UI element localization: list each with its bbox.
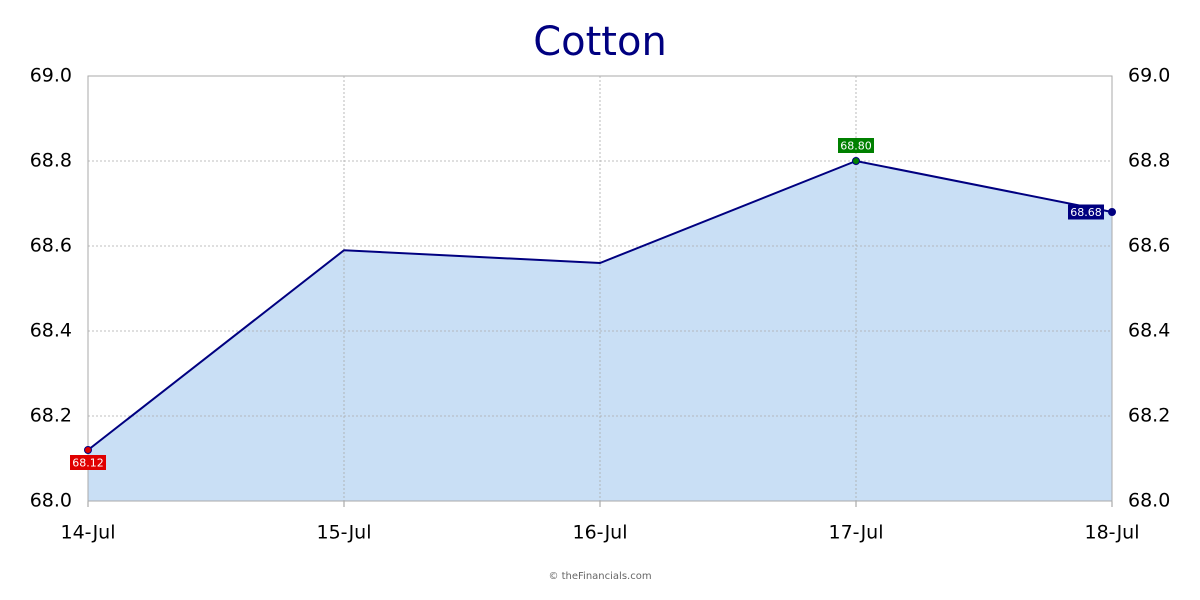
value-label: 68.68: [1070, 206, 1102, 219]
value-label: 68.12: [72, 457, 104, 470]
value-label-box: [1068, 204, 1104, 220]
y-tick-label: 69.0: [30, 65, 72, 87]
x-tick-label: 17-Jul: [828, 522, 883, 544]
x-tick-label: 14-Jul: [60, 522, 115, 544]
x-tick-label: 15-Jul: [316, 522, 371, 544]
chart-title: Cotton: [533, 19, 667, 65]
y-tick-label: 68.2: [30, 405, 72, 427]
y-tick-label-right: 68.6: [1128, 235, 1170, 257]
y-tick-label: 68.8: [30, 150, 72, 172]
y-tick-label: 68.6: [30, 235, 72, 257]
point: [1108, 208, 1116, 216]
y-tick-label-right: 68.2: [1128, 405, 1170, 427]
y-tick-label-right: 68.0: [1128, 490, 1170, 512]
x-tick-label: 16-Jul: [572, 522, 627, 544]
y-tick-label: 68.4: [30, 320, 72, 342]
point: [852, 157, 860, 165]
value-label: 68.80: [840, 140, 872, 153]
line: [87, 159, 1113, 451]
y-tick-label-right: 68.8: [1128, 150, 1170, 172]
value-label-box: [838, 138, 874, 153]
source: © theFinancials.com: [548, 571, 651, 582]
plot-frame: [87, 75, 1113, 502]
x-tick-label: 18-Jul: [1084, 522, 1139, 544]
y-tick-label-right: 68.4: [1128, 320, 1170, 342]
y-tick-label-right: 69.0: [1128, 65, 1170, 87]
value-label-box: [70, 455, 106, 470]
y-tick-label: 68.0: [30, 490, 72, 512]
point: [84, 446, 92, 454]
